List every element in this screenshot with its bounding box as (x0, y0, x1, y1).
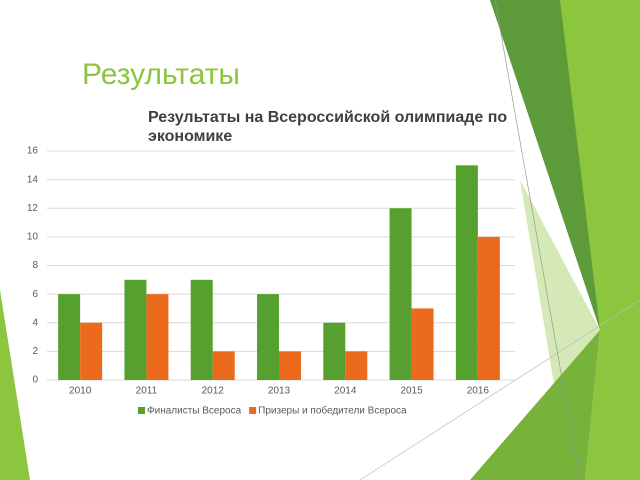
y-tick-label: 0 (32, 375, 38, 386)
x-tick-label: 2015 (400, 386, 423, 397)
decor-line (359, 299, 640, 480)
bar (279, 351, 301, 380)
y-tick-label: 6 (32, 289, 38, 300)
chart-title: Результаты на Всероссийской олимпиаде по… (148, 109, 508, 145)
bar (323, 322, 346, 380)
bar (212, 351, 235, 380)
bar (389, 208, 412, 380)
legend-label: Финалисты Всероса (147, 406, 242, 417)
decor-shape (560, 0, 640, 480)
bar (124, 279, 147, 380)
bar (257, 294, 279, 380)
decor-shape (470, 330, 600, 480)
x-tick-label: 2013 (268, 386, 291, 397)
legend-label: Призеры и победители Всероса (258, 405, 407, 417)
bar (455, 165, 478, 380)
x-tick-label: 2010 (69, 386, 92, 397)
bar (411, 308, 434, 380)
x-tick-label: 2014 (334, 386, 357, 397)
y-tick-label: 4 (32, 317, 38, 328)
x-tick-label: 2016 (467, 386, 490, 397)
bar (146, 294, 169, 380)
legend-swatch (249, 407, 257, 414)
decor-line (494, 0, 581, 480)
y-tick-label: 10 (27, 232, 39, 243)
y-tick-label: 16 (27, 146, 39, 157)
legend-swatch (138, 407, 145, 414)
x-tick-label: 2012 (202, 386, 225, 397)
y-tick-label: 8 (32, 260, 38, 271)
bar (345, 351, 368, 380)
decor-shape (0, 290, 30, 480)
bar (477, 236, 500, 380)
y-tick-label: 14 (27, 174, 39, 185)
slide-title: Результаты (82, 58, 240, 91)
y-tick-label: 12 (27, 203, 39, 214)
bar (190, 279, 213, 380)
bar (80, 322, 103, 380)
bar (58, 294, 81, 380)
y-tick-label: 2 (32, 346, 38, 357)
x-tick-label: 2011 (136, 386, 158, 397)
